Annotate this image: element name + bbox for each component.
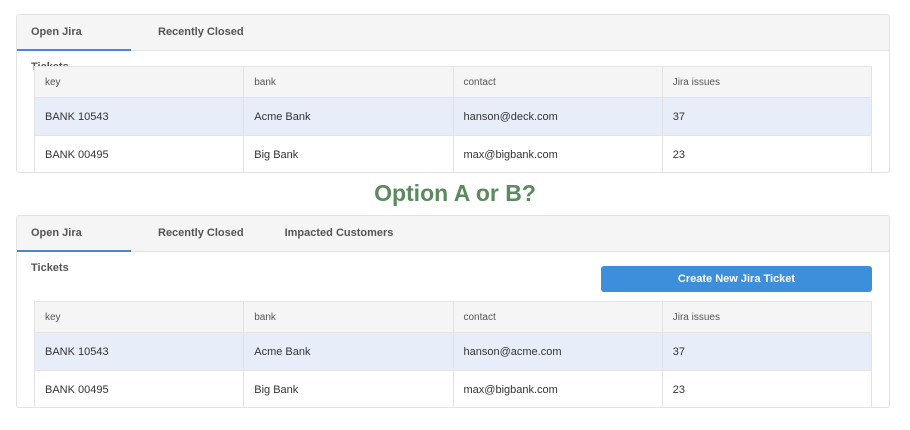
column-header[interactable]: contact (452, 66, 663, 98)
option-b-panel: Open Jira Tickets Recently Closed Impact… (16, 215, 890, 408)
cell-jira-issues: 37 (661, 332, 873, 371)
cell-contact: hanson@deck.com (452, 97, 663, 136)
table-row[interactable]: BANK 10543 Acme Bank hanson@deck.com 37 (33, 97, 873, 136)
tab-recently-closed[interactable]: Recently Closed (158, 227, 244, 239)
cell-bank: Acme Bank (243, 332, 454, 371)
tab-bar: Open Jira Tickets Recently Closed Impact… (17, 216, 889, 274)
table-header: key bank contact Jira issues (33, 66, 873, 98)
cell-bank: Big Bank (243, 135, 454, 172)
column-header[interactable]: Jira issues (661, 66, 873, 98)
cell-key: BANK 10543 (33, 332, 245, 371)
cell-contact: max@bigbank.com (452, 370, 663, 407)
table-header: key bank contact Jira issues (33, 301, 873, 333)
table-row[interactable]: BANK 00495 Big Bank max@bigbank.com 23 (33, 370, 873, 407)
column-header[interactable]: bank (243, 66, 454, 98)
cell-contact: max@bigbank.com (452, 135, 663, 172)
column-header[interactable]: key (33, 66, 245, 98)
cell-bank: Acme Bank (243, 97, 454, 136)
tab-bar: Open Jira Tickets Recently Closed (17, 15, 889, 73)
tickets-table: key bank contact Jira issues BANK 10543 … (33, 301, 873, 407)
cell-jira-issues: 23 (661, 135, 873, 172)
tickets-table: key bank contact Jira issues BANK 10543 … (33, 66, 873, 172)
cell-key: BANK 10543 (33, 97, 245, 136)
table-row[interactable]: BANK 10543 Acme Bank hanson@acme.com 37 (33, 332, 873, 371)
cell-key: BANK 00495 (33, 370, 245, 407)
tab-recently-closed[interactable]: Recently Closed (158, 26, 244, 38)
create-jira-ticket-button[interactable]: Create New Jira Ticket (601, 266, 872, 292)
tab-open-jira-tickets[interactable]: Open Jira Tickets (17, 15, 131, 73)
tab-open-jira-tickets[interactable]: Open Jira Tickets (17, 216, 131, 274)
column-header[interactable]: contact (452, 301, 663, 333)
column-header[interactable]: Jira issues (661, 301, 873, 333)
column-header[interactable]: bank (243, 301, 454, 333)
tab-impacted-customers[interactable]: Impacted Customers (284, 227, 394, 239)
comparison-heading: Option A or B? (374, 180, 536, 206)
table-row[interactable]: BANK 00495 Big Bank max@bigbank.com 23 (33, 135, 873, 172)
cell-key: BANK 00495 (33, 135, 245, 172)
cell-jira-issues: 37 (661, 97, 873, 136)
option-a-panel: Open Jira Tickets Recently Closed key ba… (16, 14, 890, 173)
cell-jira-issues: 23 (661, 370, 873, 407)
cell-contact: hanson@acme.com (452, 332, 663, 371)
column-header[interactable]: key (33, 301, 245, 333)
cell-bank: Big Bank (243, 370, 454, 407)
